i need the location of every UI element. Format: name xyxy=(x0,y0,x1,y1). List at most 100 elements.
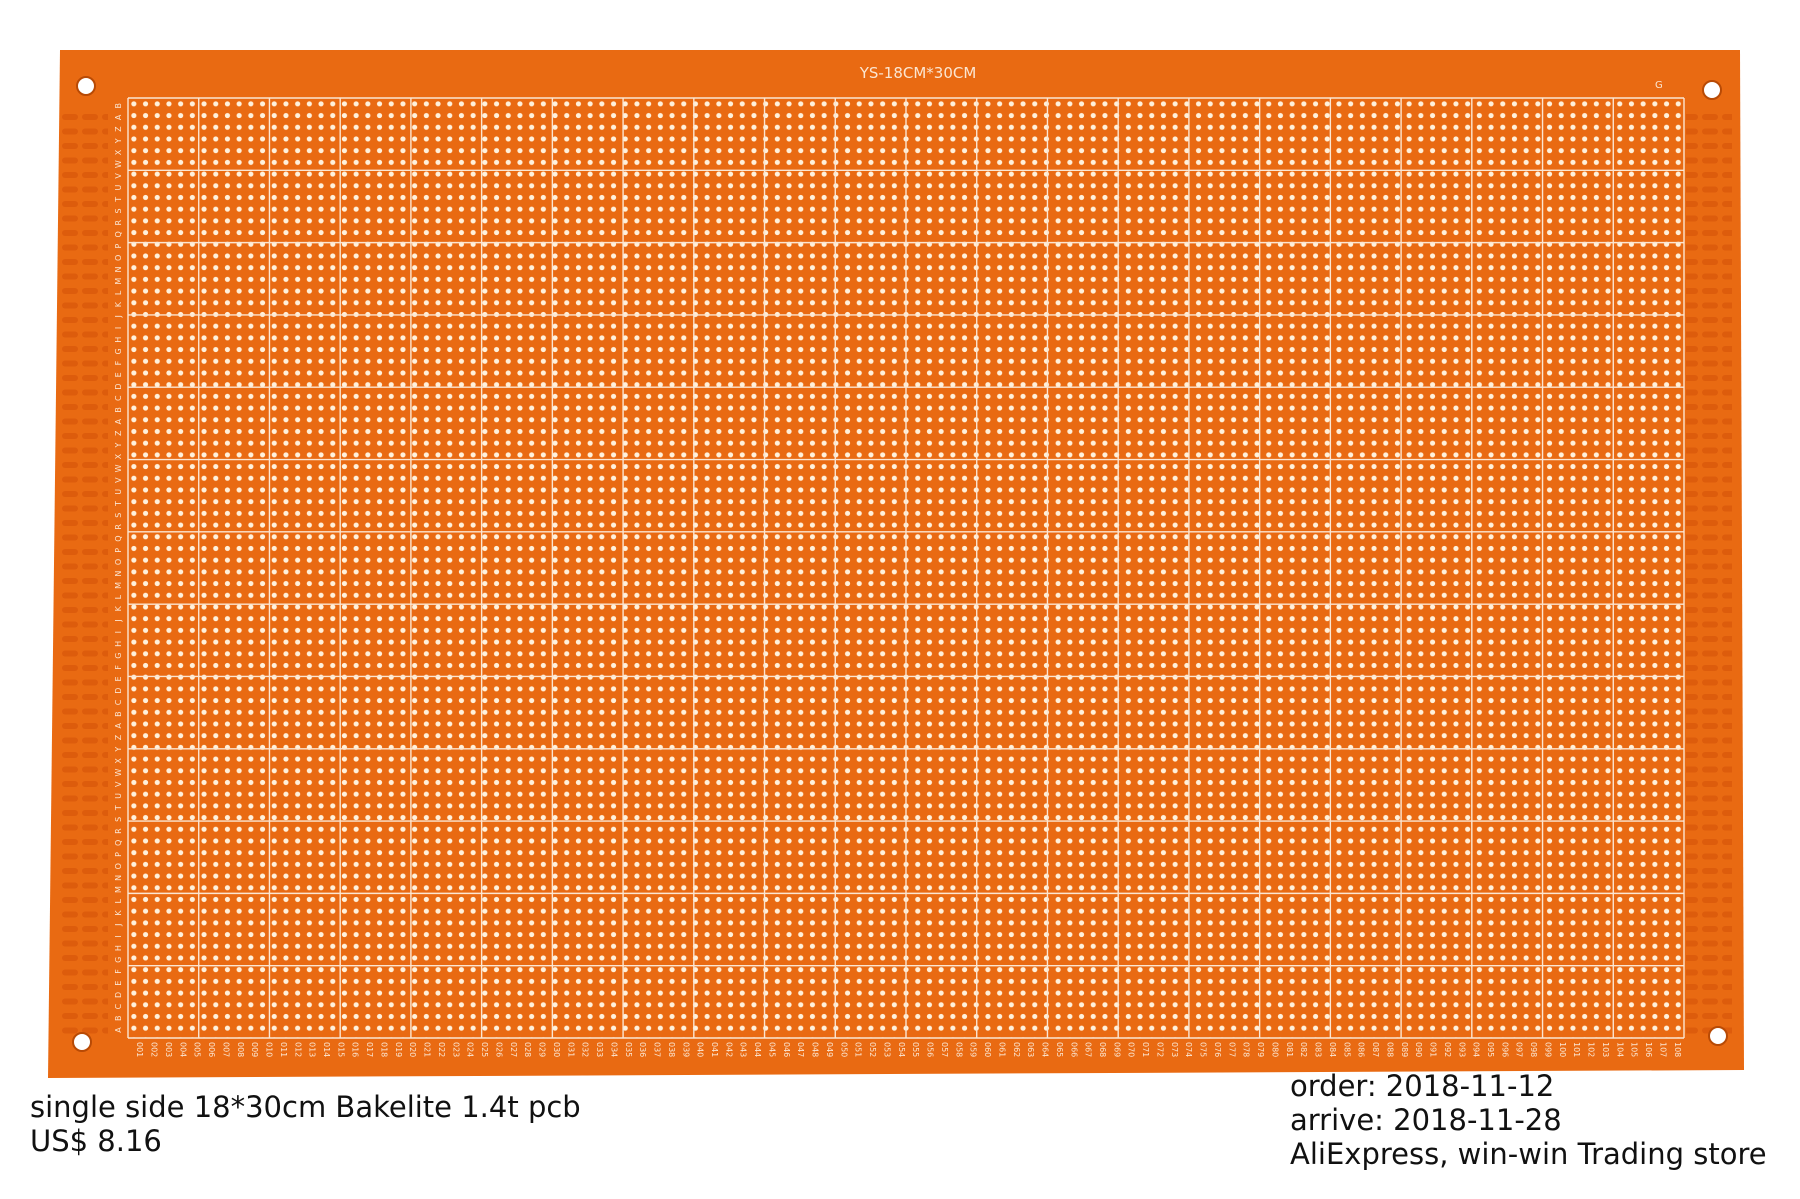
column-number: 100 xyxy=(1558,1042,1567,1057)
column-number: 004 xyxy=(178,1042,187,1057)
column-number: 076 xyxy=(1213,1042,1222,1057)
column-number: 092 xyxy=(1443,1042,1452,1057)
column-number: 061 xyxy=(997,1042,1006,1057)
column-number: 054 xyxy=(897,1042,906,1057)
row-letter: I xyxy=(114,935,123,937)
column-number: 034 xyxy=(609,1042,618,1057)
row-letter: O xyxy=(114,559,123,565)
corner-mark: G xyxy=(1655,80,1663,91)
column-number: 044 xyxy=(753,1042,762,1057)
column-number: 008 xyxy=(236,1042,245,1057)
row-letter: I xyxy=(114,631,123,633)
column-number: 098 xyxy=(1529,1042,1538,1057)
row-letter: S xyxy=(114,817,123,822)
mounting-hole-bottom-left xyxy=(72,1032,92,1052)
column-number: 006 xyxy=(207,1042,216,1057)
caption-left: single side 18*30cm Bakelite 1.4t pcb US… xyxy=(30,1090,581,1158)
row-letter: L xyxy=(114,594,123,599)
column-number: 037 xyxy=(653,1042,662,1057)
column-number: 095 xyxy=(1486,1042,1495,1057)
column-number: 105 xyxy=(1630,1042,1639,1057)
column-number: 085 xyxy=(1342,1042,1351,1057)
column-number: 012 xyxy=(293,1042,302,1057)
column-number: 018 xyxy=(380,1042,389,1057)
column-number: 041 xyxy=(710,1042,719,1057)
column-number: 009 xyxy=(250,1042,259,1057)
row-letter: J xyxy=(114,619,123,622)
row-letter: H xyxy=(114,641,123,647)
row-letter: E xyxy=(114,372,123,377)
column-number: 040 xyxy=(696,1042,705,1057)
column-number: 090 xyxy=(1414,1042,1423,1057)
column-number: 047 xyxy=(796,1042,805,1057)
column-number: 046 xyxy=(782,1042,791,1057)
row-letter: R xyxy=(114,219,123,225)
column-number: 062 xyxy=(1012,1042,1021,1057)
right-edge-pads xyxy=(1686,110,1732,1040)
column-number: 035 xyxy=(624,1042,633,1057)
column-number: 051 xyxy=(854,1042,863,1057)
row-letter: C xyxy=(114,395,123,401)
row-letter: A xyxy=(114,723,123,729)
column-number: 020 xyxy=(408,1042,417,1057)
column-number: 055 xyxy=(911,1042,920,1057)
arrive-date: arrive: 2018-11-28 xyxy=(1290,1103,1562,1137)
silkscreen-grid xyxy=(127,97,1685,1039)
row-letter: A xyxy=(114,1027,123,1033)
mounting-hole-top-right xyxy=(1702,80,1722,100)
column-number: 079 xyxy=(1256,1042,1265,1057)
column-number: 104 xyxy=(1615,1042,1624,1057)
left-edge-pads xyxy=(62,110,108,1040)
row-letter: Z xyxy=(114,126,123,132)
row-letter: L xyxy=(114,899,123,904)
price: US$ 8.16 xyxy=(30,1124,162,1158)
row-letter: X xyxy=(114,758,123,764)
column-number: 060 xyxy=(983,1042,992,1057)
column-number: 038 xyxy=(667,1042,676,1057)
row-letter: S xyxy=(114,208,123,213)
row-letter: P xyxy=(114,852,123,857)
row-letter: M xyxy=(114,582,123,589)
column-number: 007 xyxy=(221,1042,230,1057)
column-number: 108 xyxy=(1673,1042,1682,1057)
row-letter: B xyxy=(114,1016,123,1022)
column-number: 029 xyxy=(538,1042,547,1057)
row-letter: Q xyxy=(114,231,123,237)
row-letter: D xyxy=(114,688,123,694)
row-letter: O xyxy=(114,255,123,261)
column-number: 053 xyxy=(882,1042,891,1057)
row-letter: U xyxy=(114,489,123,495)
row-letter: T xyxy=(114,197,123,203)
column-number: 078 xyxy=(1242,1042,1251,1057)
row-letter: G xyxy=(114,348,123,354)
row-letter-labels: ABCDEFGHIJKLMNOPQRSTUVWXYZABCDEFGHIJKLMN… xyxy=(114,103,123,1033)
row-letter: E xyxy=(114,981,123,986)
column-number: 082 xyxy=(1299,1042,1308,1057)
column-number: 073 xyxy=(1170,1042,1179,1057)
column-number: 001 xyxy=(135,1042,144,1057)
row-letter: S xyxy=(114,513,123,518)
row-letter: M xyxy=(114,278,123,285)
row-letter: N xyxy=(114,266,123,272)
column-number: 019 xyxy=(394,1042,403,1057)
column-number: 017 xyxy=(365,1042,374,1057)
column-number: 043 xyxy=(739,1042,748,1057)
row-letter: H xyxy=(114,945,123,951)
row-letter: C xyxy=(114,699,123,705)
row-letter: C xyxy=(114,1003,123,1009)
column-number: 088 xyxy=(1385,1042,1394,1057)
row-letter: T xyxy=(114,501,123,507)
column-number: 011 xyxy=(279,1042,288,1057)
column-number: 094 xyxy=(1472,1042,1481,1057)
column-number: 070 xyxy=(1127,1042,1136,1057)
row-letter: Y xyxy=(114,442,123,448)
row-letter: B xyxy=(114,711,123,717)
column-number: 071 xyxy=(1141,1042,1150,1057)
column-number: 057 xyxy=(940,1042,949,1057)
column-number: 049 xyxy=(825,1042,834,1057)
column-number: 032 xyxy=(581,1042,590,1057)
column-number: 091 xyxy=(1429,1042,1438,1057)
column-number: 039 xyxy=(681,1042,690,1057)
column-number-labels: 001 002 003 004 005 006 007 008 009 010 011 012 013 0… xyxy=(135,1042,1682,1057)
row-letter: N xyxy=(114,875,123,881)
